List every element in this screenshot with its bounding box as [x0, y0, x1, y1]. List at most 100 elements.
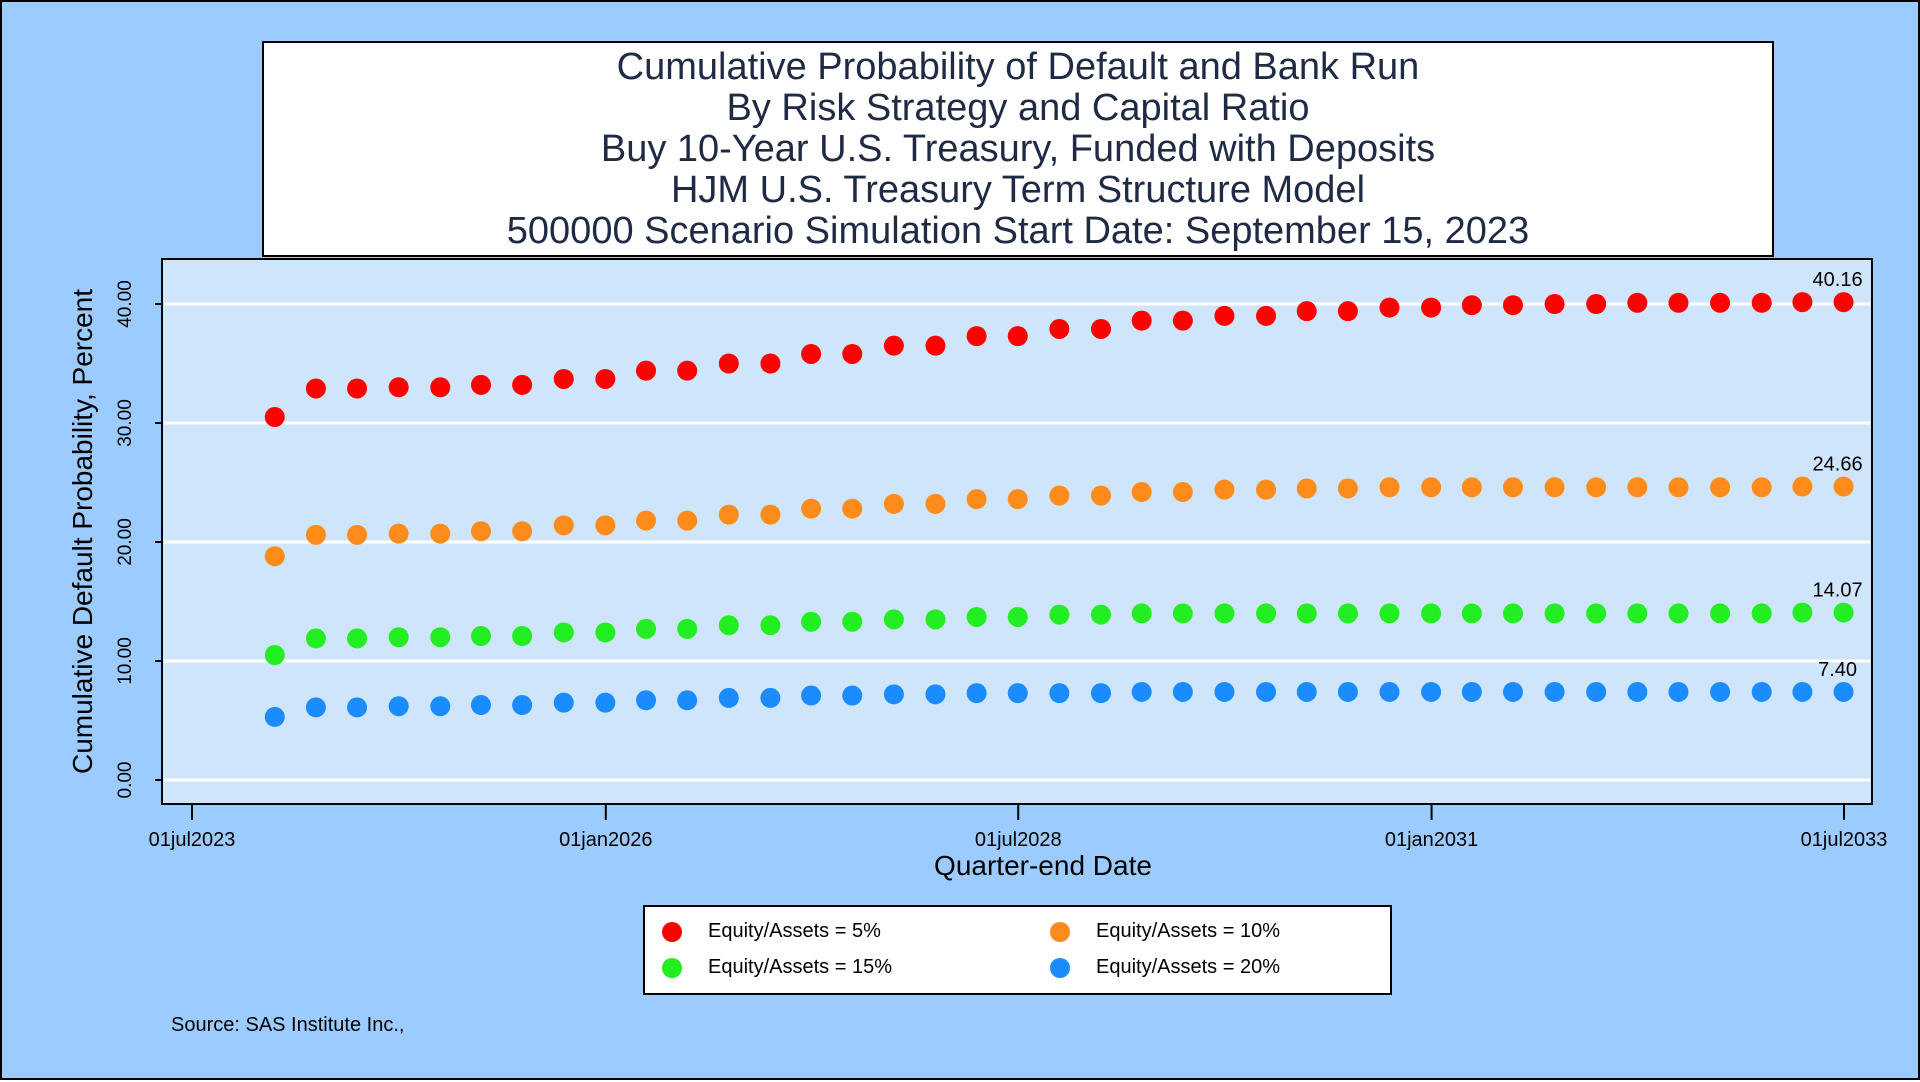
data-point	[512, 695, 533, 716]
legend-marker-15pct	[662, 957, 682, 978]
y-tick-label: 20.00	[115, 518, 136, 566]
data-point	[883, 335, 904, 356]
data-point	[677, 690, 698, 711]
data-point	[553, 622, 574, 643]
data-point	[636, 360, 657, 381]
data-point	[388, 696, 409, 717]
legend-item-5pct: Equity/Assets = 5%	[662, 920, 881, 943]
x-axis-label: Quarter-end Date	[934, 850, 1152, 881]
legend-marker-20pct	[1050, 957, 1070, 978]
data-point	[1668, 603, 1689, 624]
data-point	[1337, 301, 1358, 322]
data-point	[1627, 603, 1648, 624]
data-label: 14.07	[1813, 580, 1863, 602]
data-point	[1502, 477, 1523, 498]
data-point	[760, 504, 781, 525]
data-point	[1421, 477, 1442, 498]
legend-item-15pct: Equity/Assets = 15%	[662, 956, 892, 979]
data-point	[1710, 681, 1731, 702]
data-point	[1544, 603, 1565, 624]
y-axis-label: Cumulative Default Probability, Percent	[67, 289, 98, 774]
data-point	[1586, 477, 1607, 498]
data-point	[1049, 683, 1070, 704]
data-point	[1751, 477, 1772, 498]
data-point	[1090, 485, 1111, 506]
y-tick-label: 0.00	[115, 762, 136, 799]
data-point	[1461, 681, 1482, 702]
data-point	[925, 684, 946, 705]
data-point	[1296, 603, 1317, 624]
data-point	[1792, 602, 1813, 623]
data-point	[966, 326, 987, 347]
data-point	[760, 687, 781, 708]
data-point	[1090, 683, 1111, 704]
y-tick-label: 30.00	[115, 399, 136, 447]
data-point	[1214, 305, 1235, 326]
data-point	[925, 493, 946, 514]
data-point	[347, 697, 368, 718]
data-point	[347, 524, 368, 545]
x-tick-label: 01jul2028	[975, 829, 1062, 851]
legend-item-20pct: Equity/Assets = 20%	[1050, 956, 1280, 979]
data-point	[760, 353, 781, 374]
data-point	[1256, 603, 1277, 624]
data-point	[1090, 318, 1111, 339]
data-point	[305, 628, 326, 649]
data-point	[801, 685, 822, 706]
data-point	[470, 521, 491, 542]
data-point	[801, 611, 822, 632]
data-point	[636, 690, 657, 711]
data-point	[1668, 292, 1689, 313]
data-point	[842, 611, 863, 632]
data-point	[801, 498, 822, 519]
data-point	[1131, 681, 1152, 702]
data-point	[1049, 485, 1070, 506]
data-point	[1256, 305, 1277, 326]
data-point	[1544, 477, 1565, 498]
data-label: 40.16	[1813, 269, 1863, 291]
data-point	[1751, 681, 1772, 702]
data-point	[1337, 681, 1358, 702]
data-point	[1751, 292, 1772, 313]
data-point	[1172, 482, 1193, 503]
data-point	[388, 377, 409, 398]
data-point	[1049, 604, 1070, 625]
data-point	[1502, 603, 1523, 624]
data-point	[718, 504, 739, 525]
data-point	[470, 695, 491, 716]
data-point	[1007, 489, 1028, 510]
data-point	[264, 645, 285, 666]
chart-title-line-5: 500000 Scenario Simulation Start Date: S…	[506, 210, 1530, 252]
data-point	[677, 618, 698, 639]
data-point	[1544, 294, 1565, 314]
data-point	[1833, 681, 1854, 702]
data-point	[512, 374, 533, 395]
data-point	[512, 521, 533, 542]
data-point	[470, 374, 491, 395]
data-point	[1172, 681, 1193, 702]
data-point	[1544, 681, 1565, 702]
data-point	[1461, 603, 1482, 624]
data-point	[883, 609, 904, 630]
data-point	[1379, 297, 1400, 318]
data-point	[1586, 681, 1607, 702]
data-point	[264, 546, 285, 567]
y-tick-label: 10.00	[115, 637, 136, 685]
data-point	[1379, 477, 1400, 498]
data-point	[966, 683, 987, 704]
data-point	[1090, 604, 1111, 625]
data-point	[1627, 292, 1648, 313]
data-label: 24.66	[1813, 454, 1863, 476]
legend-label-15pct: Equity/Assets = 15%	[708, 956, 892, 978]
data-point	[347, 378, 368, 399]
chart-title-box: Cumulative Probability of Default and Ba…	[262, 41, 1774, 257]
data-point	[430, 377, 451, 398]
data-point	[1131, 603, 1152, 624]
data-point	[1627, 681, 1648, 702]
data-point	[1833, 602, 1854, 623]
data-point	[1296, 681, 1317, 702]
data-point	[1421, 681, 1442, 702]
chart-title-line-2: By Risk Strategy and Capital Ratio	[726, 87, 1310, 129]
data-point	[1296, 301, 1317, 322]
